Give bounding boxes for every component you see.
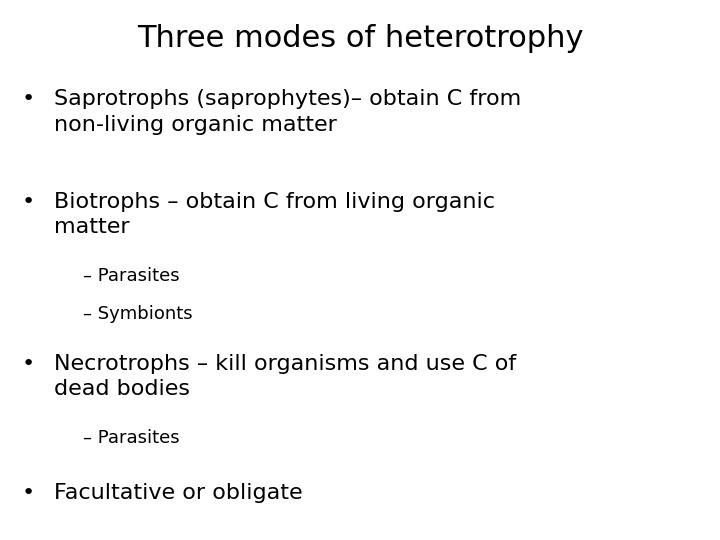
Text: Three modes of heterotrophy: Three modes of heterotrophy bbox=[137, 24, 583, 53]
Text: Necrotrophs – kill organisms and use C of
dead bodies: Necrotrophs – kill organisms and use C o… bbox=[54, 354, 516, 399]
Text: •: • bbox=[22, 192, 35, 212]
Text: – Parasites: – Parasites bbox=[83, 267, 179, 285]
Text: – Symbionts: – Symbionts bbox=[83, 305, 192, 323]
Text: Biotrophs – obtain C from living organic
matter: Biotrophs – obtain C from living organic… bbox=[54, 192, 495, 237]
Text: Saprotrophs (saprophytes)– obtain C from
non-living organic matter: Saprotrophs (saprophytes)– obtain C from… bbox=[54, 89, 521, 134]
Text: •: • bbox=[22, 89, 35, 109]
Text: •: • bbox=[22, 483, 35, 503]
Text: •: • bbox=[22, 354, 35, 374]
Text: Facultative or obligate: Facultative or obligate bbox=[54, 483, 302, 503]
Text: – Parasites: – Parasites bbox=[83, 429, 179, 447]
